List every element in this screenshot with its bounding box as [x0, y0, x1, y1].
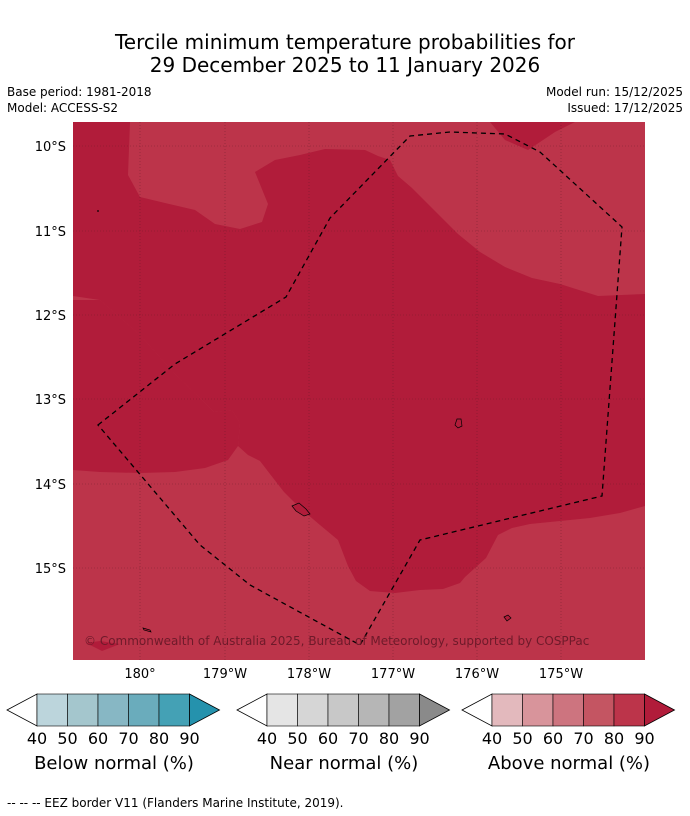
colorbar-segment: [297, 693, 329, 727]
colorbar-segment: [388, 693, 420, 727]
colorbar-segment: [158, 693, 190, 727]
lon-label: 175°W: [539, 667, 583, 682]
base-period: Base period: 1981-2018: [7, 85, 152, 99]
island-small: [503, 614, 512, 622]
colorbar-tick-label: 70: [348, 729, 368, 745]
colorbar-segment: [327, 693, 359, 727]
colorbar-extend-low: [461, 693, 493, 727]
eez-border: [97, 131, 623, 646]
model-run: Model run: 15/12/2025: [545, 85, 683, 99]
below-normal-label: Below normal (%): [34, 753, 194, 774]
lat-label: 14°S: [35, 478, 66, 493]
colorbar-tick-label: 80: [149, 729, 169, 745]
above-colorbar: 40 50 60 70 80 90: [461, 693, 676, 745]
meta-right: Model run: 15/12/2025 Issued: 17/12/2025: [546, 84, 683, 116]
colorbar-tick-label: 40: [27, 729, 47, 745]
colorbar-tick-label: 70: [573, 729, 593, 745]
colorbar-tick-label: 90: [409, 729, 429, 745]
colorbar-tick-label: 40: [257, 729, 277, 745]
colorbar-tick-label: 60: [318, 729, 338, 745]
colorbar-tick-label: 40: [482, 729, 502, 745]
meta-left: Base period: 1981-2018 Model: ACCESS-S2: [7, 84, 152, 116]
chart-title: Tercile minimum temperature probabilitie…: [0, 31, 690, 77]
colorbar-segment: [128, 693, 160, 727]
near-normal-label: Near normal (%): [269, 753, 419, 774]
colorbar-tick-label: 60: [543, 729, 563, 745]
lat-label: 15°S: [35, 562, 66, 577]
lat-labels: 10°S 11°S 12°S 13°S 14°S 15°S: [35, 140, 66, 577]
colorbar-segment: [522, 693, 554, 727]
colorbar-extend-low: [6, 693, 38, 727]
colorbar-tick-label: 50: [512, 729, 532, 745]
above-90-left-edge: [73, 300, 240, 473]
near-colorbar: 40 50 60 70 80 90: [236, 693, 451, 745]
colorbar-extend-low: [236, 693, 268, 727]
model-name: Model: ACCESS-S2: [7, 101, 119, 115]
colorbar-segment: [67, 693, 99, 727]
colorbar-segment: [97, 693, 129, 727]
island-south: [291, 502, 311, 517]
islet-marker: [97, 210, 99, 212]
above-90-top-right: [490, 122, 575, 150]
colorbar-extend-high: [419, 693, 451, 727]
lon-label: 176°W: [455, 667, 499, 682]
lat-label: 10°S: [35, 140, 66, 155]
colorbar-tick-label: 90: [179, 729, 199, 745]
colorbar-tick-label: 80: [379, 729, 399, 745]
lat-label: 11°S: [35, 225, 66, 240]
island-bottom: [142, 627, 152, 633]
colorbar-segment: [613, 693, 645, 727]
lon-labels: 180° 179°W 178°W 177°W 176°W 175°W: [124, 667, 583, 682]
above-normal-label: Above normal (%): [487, 753, 651, 774]
colorbar-tick-label: 80: [604, 729, 624, 745]
lat-label: 13°S: [35, 393, 66, 408]
probability-map: © Commonwealth of Australia 2025, Bureau…: [6, 122, 676, 745]
below-colorbar: 40 50 60 70 80 90: [6, 693, 221, 745]
lon-label: 178°W: [287, 667, 331, 682]
lon-label: 177°W: [371, 667, 415, 682]
above-90-region: [73, 122, 645, 593]
colorbar-tick-label: 90: [634, 729, 654, 745]
map-area: © Commonwealth of Australia 2025, Bureau…: [73, 122, 645, 660]
lat-label: 12°S: [35, 309, 66, 324]
colorbar-segment: [358, 693, 390, 727]
lon-label: 180°: [124, 667, 155, 682]
issued-date: Issued: 17/12/2025: [567, 101, 683, 115]
colorbar-tick-label: 50: [287, 729, 307, 745]
lon-label: 179°W: [203, 667, 247, 682]
colorbar-extend-high: [644, 693, 676, 727]
colorbar-tick-label: 70: [118, 729, 138, 745]
colorbar-segment: [36, 693, 68, 727]
eez-footnote: -- -- -- EEZ border V11 (Flanders Marine…: [7, 796, 344, 810]
copyright-text: © Commonwealth of Australia 2025, Bureau…: [84, 634, 589, 648]
colorbar-segment: [552, 693, 584, 727]
title-line-1: Tercile minimum temperature probabilitie…: [114, 30, 576, 54]
title-line-2: 29 December 2025 to 11 January 2026: [149, 53, 541, 77]
colorbar-extend-high: [189, 693, 221, 727]
colorbar-tick-label: 50: [57, 729, 77, 745]
colorbar-segment: [266, 693, 298, 727]
islands: [142, 418, 512, 633]
colorbar-segment: [491, 693, 523, 727]
island-east: [454, 418, 463, 429]
colorbars: 40 50 60 70 80 90 40 50 60 70 80 90 40 50 60 70 80 90: [6, 693, 676, 745]
gridlines: [73, 122, 645, 660]
colorbar-segment: [583, 693, 615, 727]
colorbar-tick-label: 60: [88, 729, 108, 745]
above-90-bottom-left: [86, 641, 120, 651]
